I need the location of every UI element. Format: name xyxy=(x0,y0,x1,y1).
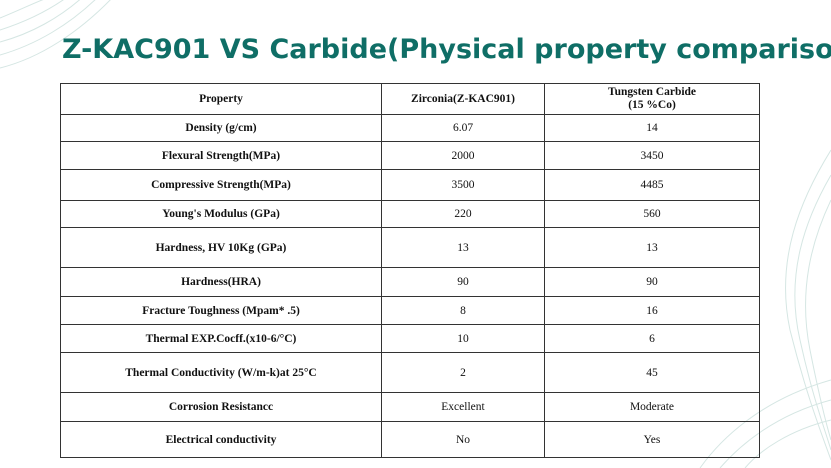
table-row: Thermal Conductivity (W/m-k)at 25°C 2 45 xyxy=(60,352,760,393)
table-header-row: Property Zirconia(Z-KAC901) Tungsten Car… xyxy=(60,83,760,115)
carbide-cell: 4485 xyxy=(544,169,760,201)
property-cell: Thermal EXP.Cocff.(x10-6/°C) xyxy=(60,324,382,353)
zirconia-cell: 10 xyxy=(381,324,545,353)
carbide-cell: 6 xyxy=(544,324,760,353)
property-cell: Corrosion Resistancc xyxy=(60,392,382,422)
table-row: Density (g/cm) 6.07 14 xyxy=(60,114,760,142)
zirconia-cell: 6.07 xyxy=(381,114,545,142)
carbide-cell: Yes xyxy=(544,421,760,458)
header-carbide-line2: (15 %Co) xyxy=(628,99,676,111)
zirconia-cell: 220 xyxy=(381,200,545,228)
zirconia-cell: Excellent xyxy=(381,392,545,422)
header-property: Property xyxy=(60,83,382,115)
zirconia-cell: 2 xyxy=(381,352,545,393)
zirconia-cell: No xyxy=(381,421,545,458)
zirconia-cell: 3500 xyxy=(381,169,545,201)
property-cell: Young's Modulus (GPa) xyxy=(60,200,382,228)
table-row: Corrosion Resistancc Excellent Moderate xyxy=(60,392,760,422)
table-row: Electrical conductivity No Yes xyxy=(60,421,760,458)
property-cell: Fracture Toughness (Mpam* .5) xyxy=(60,296,382,325)
zirconia-cell: 2000 xyxy=(381,141,545,170)
property-cell: Hardness(HRA) xyxy=(60,267,382,297)
zirconia-cell: 13 xyxy=(381,227,545,268)
property-cell: Electrical conductivity xyxy=(60,421,382,458)
carbide-cell: 14 xyxy=(544,114,760,142)
table-row: Young's Modulus (GPa) 220 560 xyxy=(60,200,760,228)
property-cell: Thermal Conductivity (W/m-k)at 25°C xyxy=(60,352,382,393)
carbide-cell: 16 xyxy=(544,296,760,325)
carbide-cell: Moderate xyxy=(544,392,760,422)
property-cell: Density (g/cm) xyxy=(60,114,382,142)
table-row: Compressive Strength(MPa) 3500 4485 xyxy=(60,169,760,201)
carbide-cell: 3450 xyxy=(544,141,760,170)
table-row: Fracture Toughness (Mpam* .5) 8 16 xyxy=(60,296,760,325)
header-zirconia: Zirconia(Z-KAC901) xyxy=(381,83,545,115)
zirconia-cell: 90 xyxy=(381,267,545,297)
property-cell: Hardness, HV 10Kg (GPa) xyxy=(60,227,382,268)
carbide-cell: 45 xyxy=(544,352,760,393)
page-title: Z-KAC901 VS Carbide(Physical property co… xyxy=(62,34,831,65)
carbide-cell: 90 xyxy=(544,267,760,297)
comparison-table: Property Zirconia(Z-KAC901) Tungsten Car… xyxy=(60,83,760,458)
table-row: Hardness(HRA) 90 90 xyxy=(60,267,760,297)
carbide-cell: 560 xyxy=(544,200,760,228)
table-row: Hardness, HV 10Kg (GPa) 13 13 xyxy=(60,227,760,268)
table-row: Flexural Strength(MPa) 2000 3450 xyxy=(60,141,760,170)
property-cell: Compressive Strength(MPa) xyxy=(60,169,382,201)
property-cell: Flexural Strength(MPa) xyxy=(60,141,382,170)
header-carbide: Tungsten Carbide (15 %Co) xyxy=(544,83,760,115)
header-carbide-line1: Tungsten Carbide xyxy=(607,86,697,98)
table-row: Thermal EXP.Cocff.(x10-6/°C) 10 6 xyxy=(60,324,760,353)
carbide-cell: 13 xyxy=(544,227,760,268)
zirconia-cell: 8 xyxy=(381,296,545,325)
